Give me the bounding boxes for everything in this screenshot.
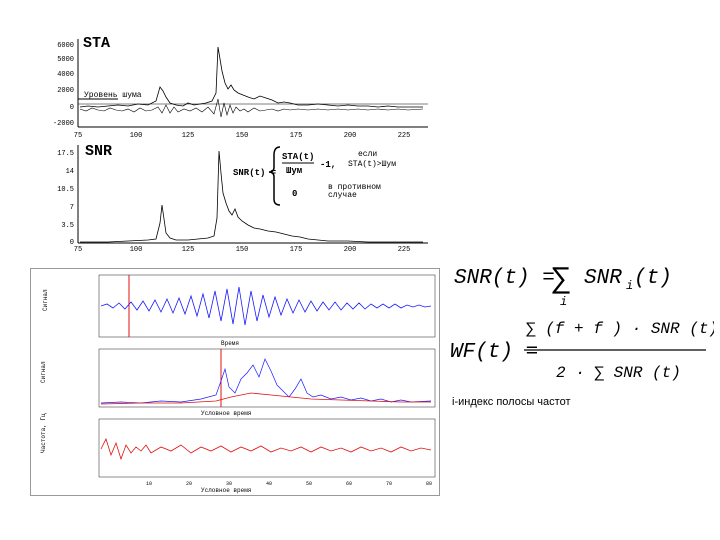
snr-ytick: 7 (70, 204, 74, 212)
snr-xtick: 150 (236, 246, 249, 251)
sum-index: i (560, 295, 567, 309)
frequency-panel-frame (98, 418, 436, 478)
x-label-conditional-time: Условное время (201, 410, 251, 417)
x-label-time: Время (221, 340, 239, 347)
formula-brace (268, 146, 281, 206)
signal-panel-frame (98, 274, 436, 338)
snr-xtick: 175 (290, 246, 303, 251)
x-tick: 30 (226, 481, 232, 487)
formula-snr-rhs-sub: i (626, 279, 633, 293)
sta-xtick: 225 (398, 132, 411, 140)
x-tick: 20 (186, 481, 192, 487)
sta-ytick: 0 (70, 104, 74, 112)
band-analysis-figure: Сигнал Время Сигнал Условное время Часто… (30, 268, 440, 496)
x-tick: 40 (266, 481, 272, 487)
weighted-frequency-trace (100, 437, 432, 461)
sta-xtick: 125 (182, 132, 195, 140)
band-panel-frame (98, 348, 436, 408)
snr-formula-den: Шум (286, 166, 302, 176)
snr-formula-otherwise-1: в противном (328, 183, 381, 192)
snr-xtick: 100 (130, 246, 143, 251)
sta-xtick: 200 (344, 132, 357, 140)
snr-xtick: 75 (74, 246, 82, 251)
snr-ytick: 14 (66, 168, 74, 176)
formula-snr-rhs-arg: (t) (634, 267, 672, 290)
sta-xtick: 150 (236, 132, 249, 140)
x-tick: 10 (146, 481, 152, 487)
sum-symbol: ∑ (552, 263, 570, 297)
snr-ytick: 17.5 (57, 150, 74, 158)
sta-snr-figure: STA 6000 5000 4000 2000 0 -2000 Уровень … (28, 33, 431, 254)
formula-svg: SNR(t) = ∑ i SNR i (t) WF(t) = ∑ (f + f … (450, 263, 718, 382)
sta-trace (79, 46, 423, 108)
sta-noise-trace (79, 98, 424, 118)
sta-xtick: 175 (290, 132, 303, 140)
x-tick: 60 (346, 481, 352, 487)
formula-snr-rhs: SNR (584, 267, 622, 290)
formula-snr-lhs: SNR(t) = (454, 267, 555, 290)
sta-ytick: -2000 (53, 120, 74, 128)
band-analysis-plot: Сигнал Время Сигнал Условное время Часто… (40, 274, 436, 494)
x-tick: 70 (386, 481, 392, 487)
sta-xtick: 75 (74, 132, 82, 140)
snr-ytick: 3.5 (61, 222, 74, 230)
band-index-note: i-индекс полосы частот (452, 396, 571, 408)
formula-block: SNR(t) = ∑ i SNR i (t) WF(t) = ∑ (f + f … (444, 255, 718, 420)
formula-wf-numerator: ∑ (f + f ) · SNR (t) (526, 320, 714, 338)
sta-title: STA (83, 35, 110, 52)
snr-title: SNR (85, 143, 112, 160)
snr-formula-lhs: SNR(t) = (233, 168, 276, 178)
noise-label: Уровень шума (84, 91, 142, 100)
snr-ytick: 0 (70, 239, 74, 247)
x-label-conditional-time-2: Условное время (201, 487, 251, 494)
snr-formula-num: STA(t) (282, 152, 314, 162)
sta-ytick: 5000 (57, 56, 74, 64)
x-tick: 50 (306, 481, 312, 487)
band-trace-blue (100, 358, 432, 404)
sta-ytick: 6000 (57, 42, 74, 50)
y-label-signal-1: Сигнал (42, 289, 49, 311)
snr-xtick: 200 (344, 246, 357, 251)
y-label-signal-2: Сигнал (40, 361, 47, 383)
band-trace-red (100, 392, 431, 405)
snr-ytick: 10.5 (57, 186, 74, 194)
x-tick: 80 (426, 481, 432, 487)
snr-xtick: 125 (182, 246, 195, 251)
snr-xtick: 225 (398, 246, 411, 251)
snr-trace (80, 150, 423, 243)
snr-piecewise-formula: SNR(t) = STA(t) Шум -1, если STA(t)>Шум … (233, 146, 396, 206)
sta-ytick: 4000 (57, 71, 74, 79)
sta-ytick: 2000 (57, 87, 74, 95)
sta-xtick: 100 (130, 132, 143, 140)
snr-formula-condition: STA(t)>Шум (348, 160, 396, 169)
snr-formula-zero: 0 (292, 189, 297, 199)
y-label-frequency: Частота, Гц (40, 413, 47, 453)
snr-formula-otherwise-2: случае (328, 191, 357, 200)
signal-trace (100, 286, 432, 326)
formula-wf-lhs: WF(t) = (450, 341, 538, 364)
sta-snr-plot: STA 6000 5000 4000 2000 0 -2000 Уровень … (53, 35, 428, 254)
snr-formula-if: если (358, 150, 377, 159)
snr-formula-minus-one: -1, (320, 160, 336, 170)
formula-wf-denominator: 2 · ∑ SNR (t) (556, 364, 681, 382)
